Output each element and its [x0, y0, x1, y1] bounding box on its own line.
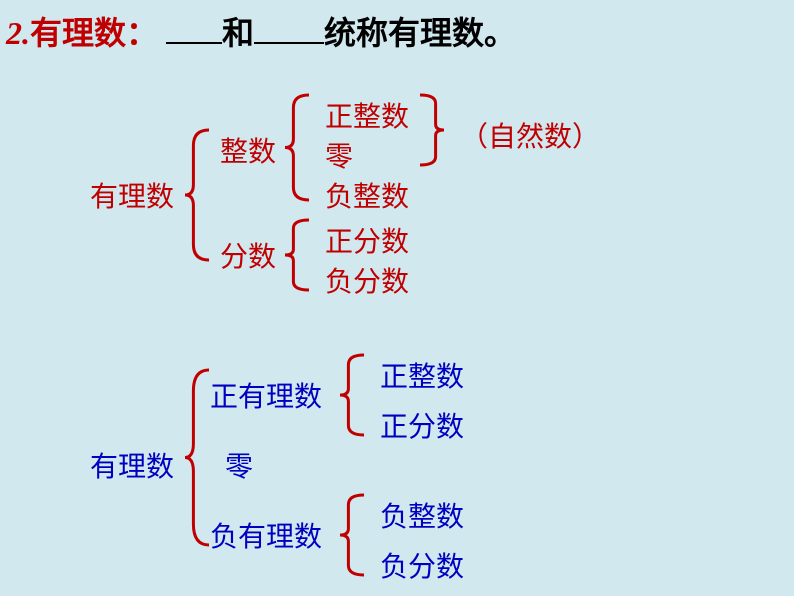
- tree-annotation: （自然数）: [460, 115, 600, 155]
- title-number: 2.: [6, 15, 30, 51]
- brace-icon: [285, 95, 309, 200]
- tree-level3a-1: 零: [325, 135, 353, 175]
- tree-root: 有理数: [90, 175, 174, 215]
- tree-level2-0: 正有理数: [210, 375, 322, 415]
- title-mid2: 统称有理数。: [324, 15, 516, 51]
- brace-icon: [340, 495, 364, 575]
- title-mid1: 和: [222, 15, 254, 51]
- tree-level3b-0: 负整数: [380, 495, 464, 535]
- tree-level3a-2: 负整数: [325, 175, 409, 215]
- tree-level2-1: 分数: [220, 235, 276, 275]
- tree-level2-2: 负有理数: [210, 515, 322, 555]
- tree-level3a-0: 正整数: [380, 355, 464, 395]
- brace-icon: [185, 370, 209, 545]
- brace-icon: [185, 130, 209, 260]
- brace-icon: [285, 220, 309, 290]
- tree-level3a-1: 正分数: [380, 405, 464, 445]
- tree-level3b-1: 负分数: [325, 260, 409, 300]
- tree-level2-1: 零: [225, 445, 253, 485]
- blank-1: [166, 16, 222, 44]
- tree-level3a-0: 正整数: [325, 95, 409, 135]
- title-prefix: 有理数：: [30, 15, 158, 51]
- tree-level3b-0: 正分数: [325, 220, 409, 260]
- brace-icon: [340, 355, 364, 435]
- classification-tree-1: 有理数 整数分数 正整数零负整数正分数负分数 （自然数）: [90, 80, 730, 310]
- blank-2: [254, 16, 324, 44]
- tree-level3b-1: 负分数: [380, 545, 464, 585]
- tree-level2-0: 整数: [220, 130, 276, 170]
- classification-tree-2: 有理数正有理数零负有理数正整数正分数负整数负分数: [90, 320, 730, 580]
- slide-title: 2.有理数： 和 统称有理数。: [6, 8, 516, 54]
- brace-icon: [420, 95, 444, 165]
- tree-root: 有理数: [90, 445, 174, 485]
